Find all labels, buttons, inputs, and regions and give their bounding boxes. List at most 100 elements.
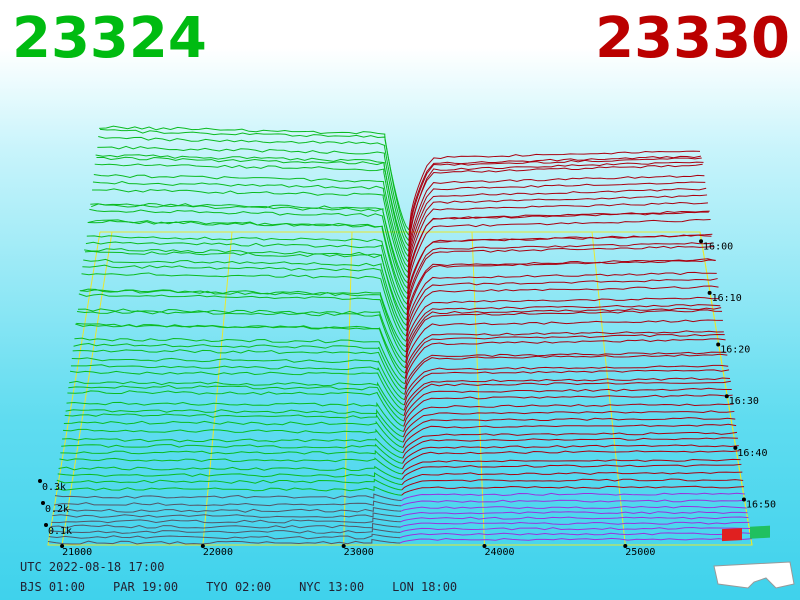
bid-depth-line xyxy=(81,272,407,342)
bid-depth-line xyxy=(90,203,408,289)
grid-line xyxy=(591,231,626,546)
bid-depth-line xyxy=(50,522,401,529)
ask-depth-line xyxy=(405,304,721,353)
ask-depth-line xyxy=(408,157,702,241)
ask-depth-line xyxy=(400,505,747,512)
ask-depth-line xyxy=(404,330,724,374)
bid-depth-line xyxy=(89,208,408,294)
timezone: BJS 01:00 xyxy=(20,580,86,594)
ask-depth-line xyxy=(407,187,707,268)
bid-depth-line xyxy=(73,342,406,390)
ask-depth-line xyxy=(404,353,728,395)
bid-depth-line xyxy=(53,507,402,513)
bid-depth-line xyxy=(99,125,410,236)
bid-depth-line xyxy=(86,235,408,310)
ask-depth-line xyxy=(406,242,714,310)
ask-depth-line xyxy=(408,163,703,246)
bid-depth-line xyxy=(78,293,407,358)
bid-depth-line xyxy=(57,472,402,486)
bid-depth-line xyxy=(67,390,404,427)
price-tick-label: 22000 xyxy=(203,547,233,558)
tick-dot xyxy=(482,544,487,548)
bid-depth-line xyxy=(59,457,403,475)
ask-depth-line xyxy=(404,338,726,384)
depth-tick-label: 0.3k xyxy=(42,482,66,493)
ask-depth-line xyxy=(405,271,717,331)
ask-depth-line xyxy=(399,532,752,539)
ask-depth-line xyxy=(407,161,704,252)
timezone: PAR 19:00 xyxy=(113,580,179,594)
ask-depth-line xyxy=(402,437,738,459)
ask-depth-line xyxy=(403,377,731,411)
price-tick-label: 23000 xyxy=(344,547,374,558)
ask-depth-line xyxy=(401,458,741,475)
time-tick-label: 16:40 xyxy=(737,448,767,459)
bid-depth-line xyxy=(92,188,409,279)
bid-depth-line xyxy=(72,349,405,395)
ask-depth-line xyxy=(405,285,719,342)
tick-dot xyxy=(200,544,205,548)
ask-depth-line xyxy=(403,387,732,422)
ask-depth-line xyxy=(405,309,723,363)
grid-line xyxy=(61,231,113,546)
bid-depth-line xyxy=(63,420,404,448)
ask-depth-line xyxy=(403,403,734,432)
bid-depth-line xyxy=(74,337,406,385)
ask-depth-line xyxy=(403,394,733,427)
bid-depth-line xyxy=(77,310,406,369)
ask-depth-line xyxy=(406,233,713,305)
ask-depth-line xyxy=(402,417,736,443)
tick-dot xyxy=(699,239,704,244)
ask-depth-line xyxy=(401,450,740,469)
bid-depth-line xyxy=(55,485,402,496)
ask-depth-line xyxy=(402,444,739,464)
timezone: NYC 13:00 xyxy=(299,580,365,594)
tick-dot xyxy=(623,544,628,548)
bid-depth-line xyxy=(94,163,409,263)
bid-depth-line xyxy=(93,174,409,268)
bid-depth-line xyxy=(54,493,402,502)
ask-depth-line xyxy=(408,155,701,236)
tick-dot xyxy=(44,523,48,527)
ask-depth-line xyxy=(403,380,731,416)
timezones: BJS 01:00 PAR 19:00 TYO 02:00 NYC 13:00 LON … xyxy=(20,580,485,594)
floor-border xyxy=(47,231,753,546)
time-tick-label: 16:30 xyxy=(729,396,759,407)
ask-depth-line xyxy=(405,278,718,337)
ask-depth-line xyxy=(407,210,710,289)
bid-depth-line xyxy=(97,145,410,247)
ask-depth-line xyxy=(404,319,723,369)
bid-depth-line xyxy=(54,500,402,507)
tick-dot xyxy=(716,342,721,347)
ask-depth-line xyxy=(400,499,746,507)
ask-depth-line xyxy=(402,431,738,454)
ask-depth-line xyxy=(406,258,716,321)
ask-depth-line xyxy=(405,296,720,347)
ask-depth-line xyxy=(404,351,727,390)
ask-depth-line xyxy=(407,201,708,278)
ask-depth-line xyxy=(404,364,729,400)
ask-depth-line xyxy=(400,516,749,523)
ask-price: 23330 xyxy=(595,6,790,71)
bid-depth-line xyxy=(95,154,409,257)
bid-depth-line xyxy=(47,538,401,545)
ask-depth-line xyxy=(407,211,709,284)
ask-depth-line xyxy=(401,463,742,480)
bid-depth-line xyxy=(65,408,404,438)
time-tick-label: 16:20 xyxy=(720,345,750,356)
bid-price: 23324 xyxy=(12,6,207,71)
ask-depth-line xyxy=(407,174,705,257)
tick-dot xyxy=(60,544,65,548)
bid-depth-line xyxy=(82,264,407,337)
ask-depth-line xyxy=(402,423,737,448)
tick-dot xyxy=(38,479,42,483)
bid-depth-line xyxy=(77,308,406,364)
ask-depth-line xyxy=(401,471,743,485)
tick-dot xyxy=(733,445,738,450)
ask-depth-line xyxy=(400,511,748,517)
tick-dot xyxy=(41,501,45,505)
grid-line xyxy=(471,231,485,546)
tick-dot xyxy=(707,290,712,295)
bid-depth-line xyxy=(69,380,405,417)
depth-tick-label: 0.2k xyxy=(45,504,69,515)
